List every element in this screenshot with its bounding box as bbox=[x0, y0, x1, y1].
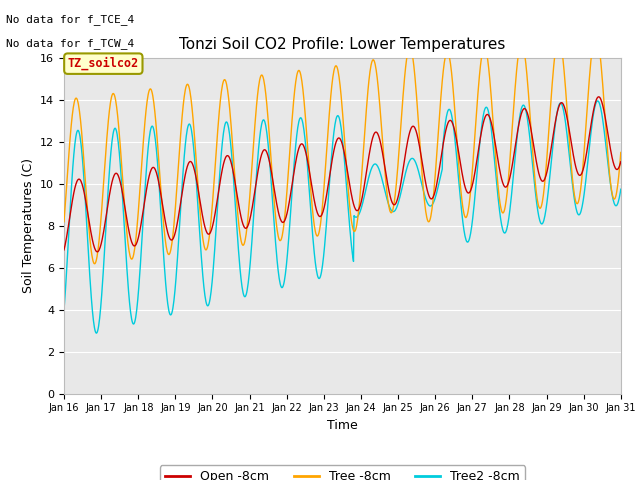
Y-axis label: Soil Temperatures (C): Soil Temperatures (C) bbox=[22, 158, 35, 293]
Text: No data for f_TCW_4: No data for f_TCW_4 bbox=[6, 38, 134, 49]
Legend: Open -8cm, Tree -8cm, Tree2 -8cm: Open -8cm, Tree -8cm, Tree2 -8cm bbox=[159, 465, 525, 480]
Text: TZ_soilco2: TZ_soilco2 bbox=[68, 57, 139, 71]
X-axis label: Time: Time bbox=[327, 419, 358, 432]
Title: Tonzi Soil CO2 Profile: Lower Temperatures: Tonzi Soil CO2 Profile: Lower Temperatur… bbox=[179, 37, 506, 52]
Text: No data for f_TCE_4: No data for f_TCE_4 bbox=[6, 14, 134, 25]
